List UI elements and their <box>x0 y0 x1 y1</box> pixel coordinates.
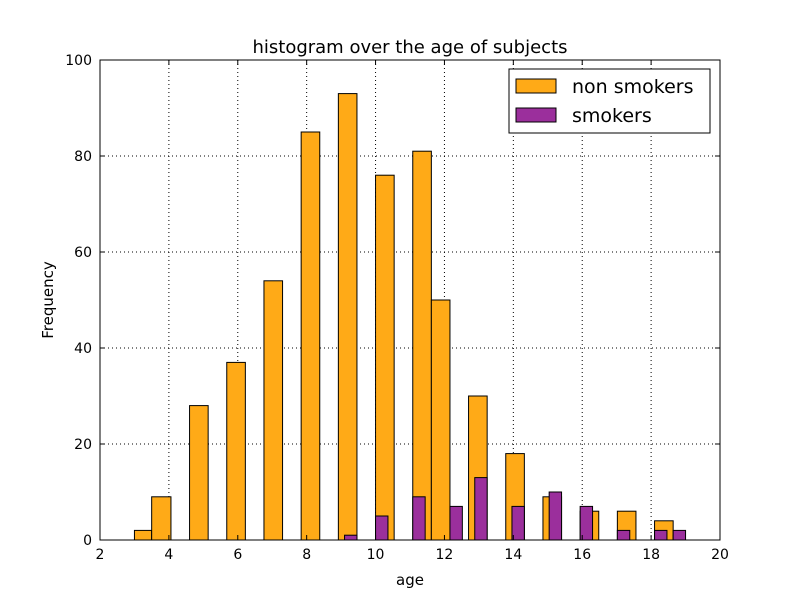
legend-swatch-smokers <box>515 107 557 123</box>
bar-non-smokers <box>300 131 321 541</box>
x-tick-label: 10 <box>367 547 385 563</box>
y-tick-label: 80 <box>74 149 92 165</box>
plot-frame <box>99 59 721 541</box>
y-tick-label: 100 <box>65 53 92 69</box>
bar-smokers <box>654 529 668 541</box>
legend-swatch-non-smokers <box>515 78 557 94</box>
bar-smokers <box>375 515 389 541</box>
bar-smokers <box>672 529 687 541</box>
x-axis-label: age <box>396 571 424 589</box>
bar-non-smokers <box>375 174 395 541</box>
bar-smokers <box>616 529 631 541</box>
bar-smokers <box>474 477 488 541</box>
ticks-layer: 2 4 6 8 10 12 14 16 18 20 0 20 40 60 80 100 <box>65 53 729 563</box>
bar-smokers <box>449 505 463 541</box>
bar-non-smokers <box>412 150 432 541</box>
x-tick-label: 12 <box>436 547 454 563</box>
y-tick-label: 0 <box>83 533 92 549</box>
x-tick-label: 20 <box>711 547 729 563</box>
x-tick-label: 4 <box>164 547 173 563</box>
x-tick-label: 18 <box>642 547 660 563</box>
bar-non-smokers <box>151 496 172 541</box>
bar-non-smokers <box>337 93 358 541</box>
legend-label-smokers: smokers <box>572 105 652 127</box>
chart-title: histogram over the age of subjects <box>252 37 567 58</box>
bar-smokers <box>412 496 426 541</box>
y-tick-label: 20 <box>74 437 92 453</box>
legend: non smokers smokers <box>508 68 711 134</box>
x-tick-label: 8 <box>302 547 311 563</box>
bar-non-smokers <box>189 405 209 541</box>
bar-smokers <box>344 534 358 541</box>
y-tick-label: 60 <box>74 245 92 261</box>
x-tick-label: 6 <box>233 547 242 563</box>
bar-smokers <box>511 505 525 541</box>
bar-smokers <box>548 491 563 541</box>
bar-non-smokers <box>226 361 246 541</box>
x-tick-label: 16 <box>573 547 591 563</box>
bar-smokers <box>579 505 594 541</box>
y-tick-label: 40 <box>74 341 92 357</box>
x-tick-label: 2 <box>96 547 105 563</box>
y-axis-label: Frequency <box>39 261 57 339</box>
bar-non-smokers <box>263 280 284 541</box>
x-tick-label: 14 <box>504 547 522 563</box>
legend-label-non-smokers: non smokers <box>572 76 694 98</box>
bar-non-smokers <box>133 529 153 541</box>
bar-non-smokers <box>430 299 451 541</box>
